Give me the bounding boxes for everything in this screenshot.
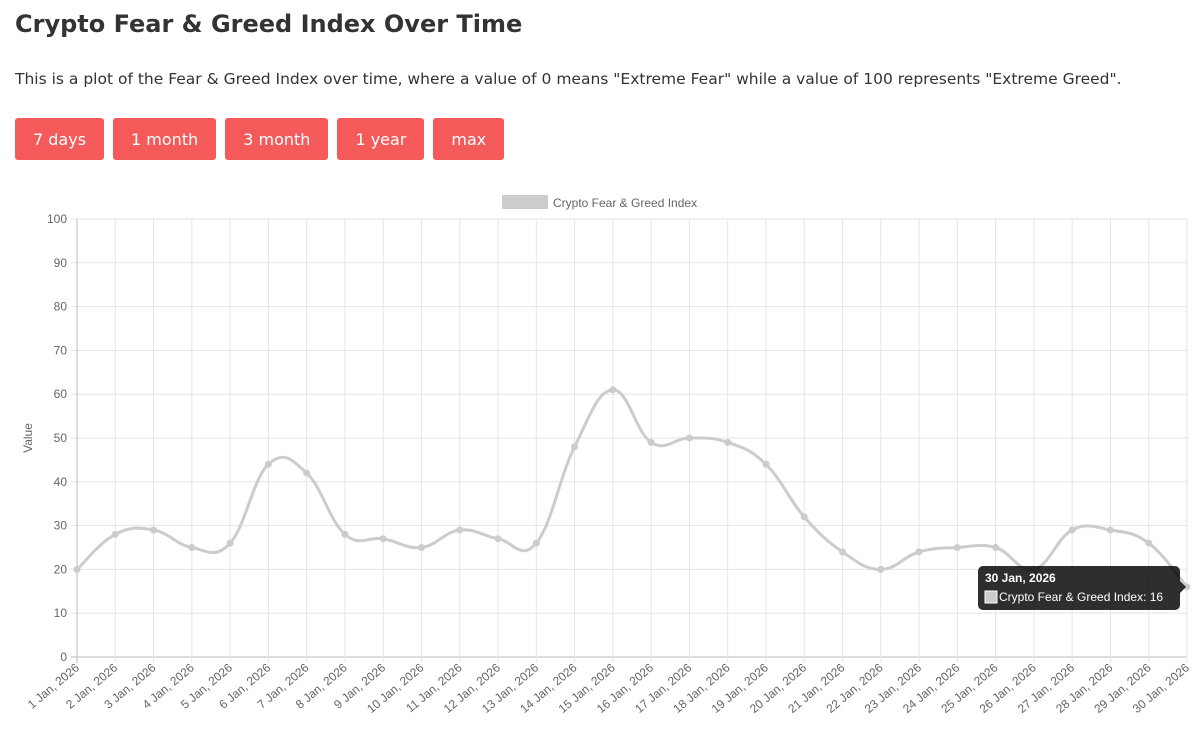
data-point <box>188 544 196 551</box>
y-tick-label: 40 <box>54 475 68 489</box>
y-axis-label: Value <box>21 423 35 453</box>
tooltip-caret <box>1180 581 1186 593</box>
3-month-button[interactable]: 3 month <box>225 118 329 160</box>
data-point <box>571 443 579 451</box>
y-tick-label: 20 <box>54 562 68 576</box>
data-point <box>417 544 425 551</box>
data-point <box>1145 539 1153 547</box>
page-description: This is a plot of the Fear & Greed Index… <box>15 70 1122 88</box>
data-point <box>724 438 732 446</box>
y-tick-label: 0 <box>60 650 67 664</box>
tooltip-box <box>978 566 1180 610</box>
data-point <box>647 438 655 446</box>
data-point <box>609 386 617 394</box>
data-point <box>226 539 234 547</box>
data-point <box>494 535 502 543</box>
data-point <box>1106 526 1114 534</box>
7-days-button[interactable]: 7 days <box>15 118 105 160</box>
data-point <box>303 469 311 477</box>
data-point <box>379 535 387 543</box>
data-point <box>73 565 81 573</box>
data-point <box>150 526 158 534</box>
data-point <box>762 460 770 468</box>
data-point <box>839 548 847 556</box>
data-point <box>915 548 923 556</box>
data-point <box>800 513 808 521</box>
y-tick-label: 80 <box>54 300 68 314</box>
y-tick-label: 50 <box>54 431 68 445</box>
tooltip-swatch <box>984 590 998 604</box>
legend-swatch <box>502 195 548 209</box>
data-point <box>456 526 464 534</box>
data-point <box>953 544 961 551</box>
data-point <box>877 565 885 573</box>
y-tick-label: 70 <box>54 343 68 357</box>
y-tick-label: 60 <box>54 387 68 401</box>
data-point <box>111 530 119 538</box>
data-point <box>992 544 1000 551</box>
series-line <box>75 388 1189 588</box>
tooltip-title: 30 Jan, 2026 <box>985 571 1056 585</box>
y-tick-label: 100 <box>47 212 67 226</box>
legend-label: Crypto Fear & Greed Index <box>553 196 697 210</box>
1-month-button[interactable]: 1 month <box>113 118 217 160</box>
data-point <box>532 539 540 547</box>
tooltip: 30 Jan, 2026 Crypto Fear & Greed Index: 1… <box>978 566 1186 610</box>
data-point <box>1068 526 1076 534</box>
y-tick-label: 90 <box>54 256 68 270</box>
data-point <box>1183 583 1191 591</box>
data-point <box>341 530 349 538</box>
data-point <box>264 460 272 468</box>
y-tick-label: 30 <box>54 519 68 533</box>
1-year-button[interactable]: 1 year <box>337 118 425 160</box>
data-point <box>685 434 693 442</box>
range-buttons: 7 days 1 month 3 month 1 year max <box>15 118 505 160</box>
tooltip-label: Crypto Fear & Greed Index: 16 <box>999 590 1163 604</box>
page-title: Crypto Fear & Greed Index Over Time <box>15 10 523 38</box>
max-button[interactable]: max <box>433 118 505 160</box>
y-tick-label: 10 <box>54 606 68 620</box>
